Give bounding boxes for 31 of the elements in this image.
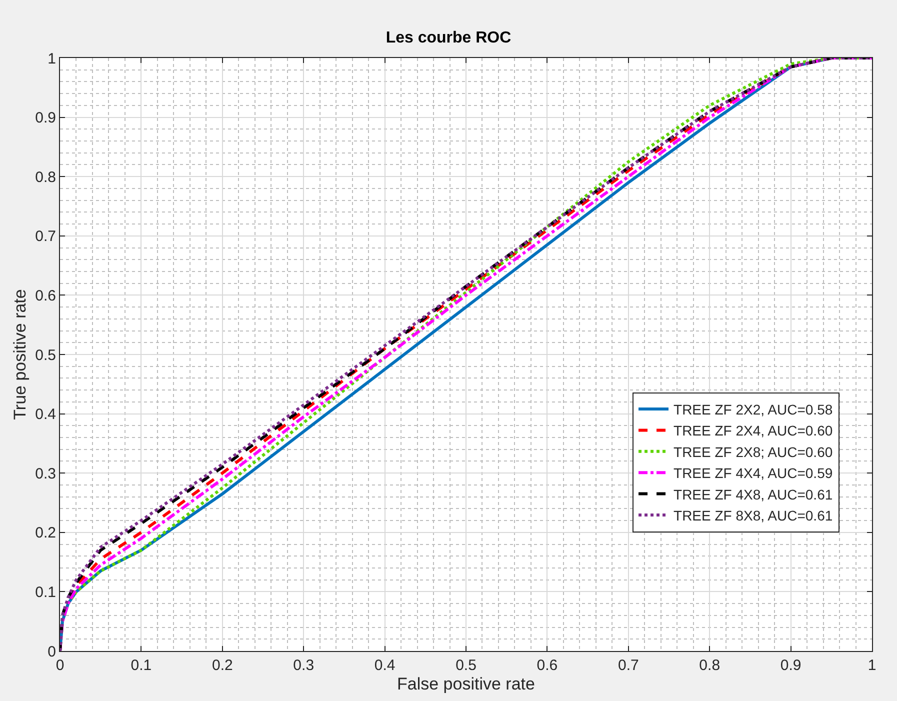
y-tick-label: 0 [48, 643, 56, 660]
y-tick-label: 0.5 [35, 346, 56, 364]
y-tick-label: 0.1 [35, 584, 56, 601]
y-axis-title: True positive rate [10, 289, 30, 420]
y-tick-label: 0.9 [35, 110, 56, 127]
legend-label: TREE ZF 2X8; AUC=0.60 [674, 444, 833, 460]
legend-label: TREE ZF 4X4, AUC=0.59 [674, 465, 833, 482]
legend-label: TREE ZF 4X8, AUC=0.61 [674, 486, 833, 502]
x-tick-label: 0.6 [536, 657, 558, 674]
y-tick-label: 0.2 [35, 524, 56, 542]
legend-label: TREE ZF 8X8, AUC=0.61 [674, 507, 833, 524]
y-tick-label: 0.6 [35, 287, 56, 304]
y-tick-label: 0.3 [35, 465, 56, 482]
line-series [60, 58, 872, 651]
x-tick-label: 1 [868, 657, 876, 674]
x-tick-label: 0.2 [212, 657, 233, 674]
x-tick-label: 0.3 [293, 657, 314, 674]
y-tick-label: 0.7 [35, 228, 56, 246]
x-tick-label: 0.7 [618, 657, 639, 674]
x-tick-label: 0.8 [699, 657, 720, 674]
legend-label: TREE ZF 2X2, AUC=0.58 [674, 401, 833, 418]
x-tick-label: 0.9 [780, 657, 802, 674]
x-axis-title: False positive rate [397, 674, 535, 694]
y-tick-label: 1 [48, 50, 56, 68]
x-tick-label: 0.4 [374, 657, 396, 674]
x-tick-label: 0.1 [130, 657, 152, 674]
legend-label: TREE ZF 2X4, AUC=0.60 [674, 422, 833, 439]
y-tick-label: 0.8 [35, 168, 56, 186]
x-tick-label: 0.5 [456, 657, 476, 674]
y-tick-label: 0.4 [35, 406, 56, 424]
chart-title: Les courbe ROC [386, 30, 512, 47]
